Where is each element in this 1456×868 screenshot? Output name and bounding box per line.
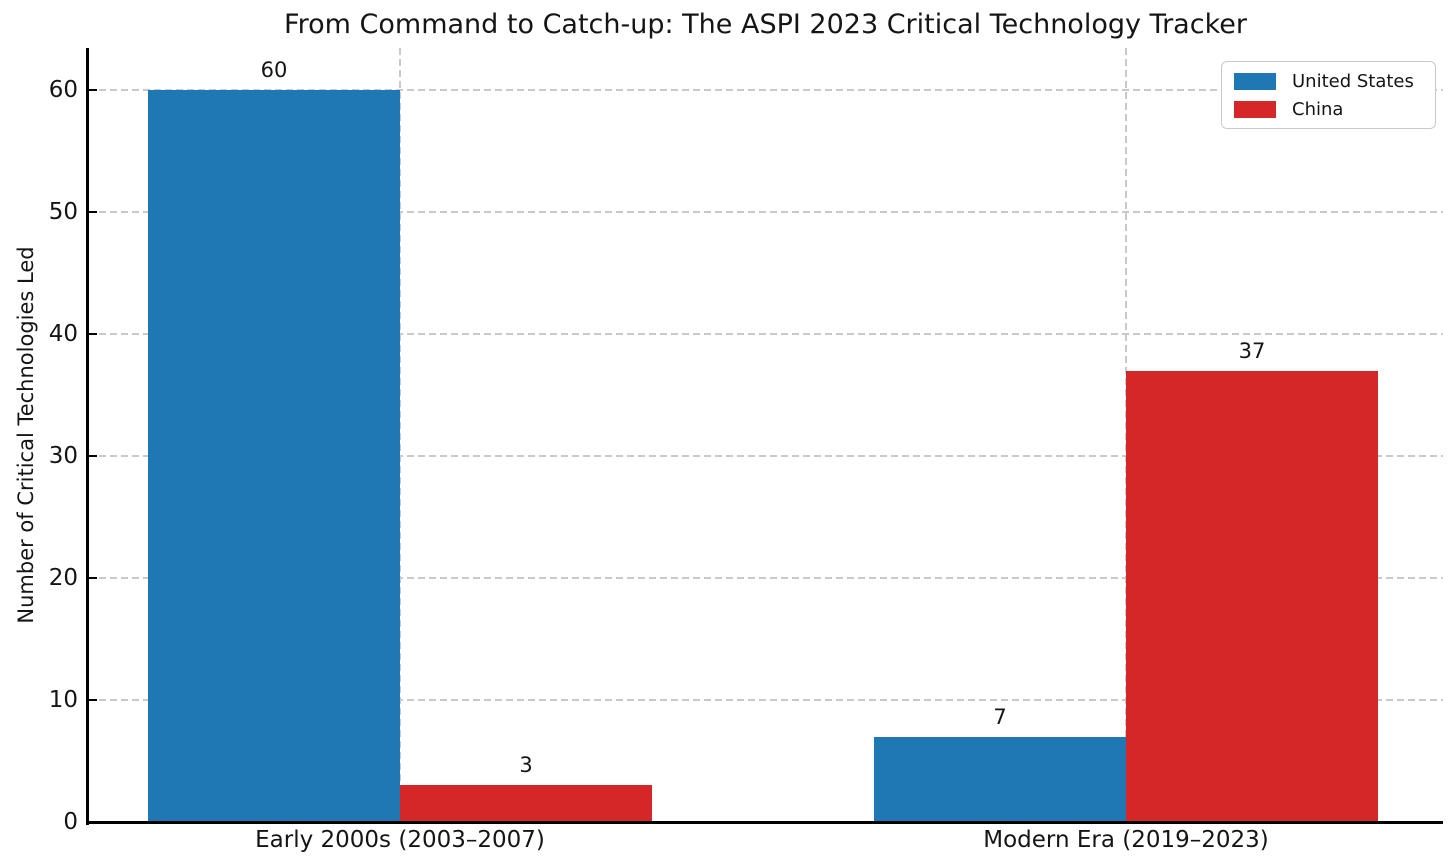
bar-united-states-modern-era-2019-2023- bbox=[874, 736, 1126, 822]
y-tick-label-30: 30 bbox=[48, 443, 78, 469]
y-tick-mark-10 bbox=[88, 699, 97, 701]
bar-china-modern-era-2019-2023- bbox=[1126, 370, 1378, 822]
gridline-x-modern-era-2019-2023- bbox=[1125, 48, 1127, 822]
value-label-china-early-2000s-2003-2007-: 3 bbox=[519, 753, 533, 778]
value-label-united-states-early-2000s-2003-2007-: 60 bbox=[260, 58, 288, 82]
legend-label-china: China bbox=[1292, 98, 1344, 120]
legend: United States China bbox=[1221, 61, 1436, 129]
y-tick-label-10: 10 bbox=[48, 687, 78, 713]
gridline-y-20 bbox=[88, 577, 1443, 579]
legend-label-united-states: United States bbox=[1292, 70, 1414, 92]
gridline-y-60 bbox=[88, 89, 1443, 91]
gridline-y-10 bbox=[88, 699, 1443, 701]
legend-item-united-states: United States bbox=[1234, 71, 1423, 92]
y-tick-mark-50 bbox=[88, 211, 97, 213]
y-tick-label-20: 20 bbox=[48, 565, 78, 591]
gridline-y-50 bbox=[88, 211, 1443, 213]
gridline-y-30 bbox=[88, 455, 1443, 457]
value-label-china-modern-era-2019-2023-: 37 bbox=[1238, 338, 1266, 363]
y-tick-mark-20 bbox=[88, 577, 97, 579]
y-tick-label-40: 40 bbox=[48, 321, 78, 347]
gridline-y-40 bbox=[88, 333, 1443, 335]
value-label-united-states-modern-era-2019-2023-: 7 bbox=[993, 704, 1007, 729]
x-tick-label-modern-era-2019-2023-: Modern Era (2019–2023) bbox=[983, 827, 1269, 853]
y-tick-mark-40 bbox=[88, 333, 97, 335]
chart-title: From Command to Catch-up: The ASPI 2023 … bbox=[284, 9, 1247, 40]
bar-united-states-early-2000s-2003-2007- bbox=[148, 90, 400, 822]
legend-swatch-china bbox=[1234, 100, 1276, 118]
legend-swatch-united-states bbox=[1234, 72, 1276, 90]
plot-area bbox=[88, 48, 1443, 823]
x-tick-label-early-2000s-2003-2007-: Early 2000s (2003–2007) bbox=[255, 827, 545, 853]
y-axis-spine bbox=[86, 48, 89, 825]
y-tick-label-0: 0 bbox=[63, 809, 78, 835]
y-tick-label-60: 60 bbox=[48, 77, 78, 103]
y-tick-label-50: 50 bbox=[48, 199, 78, 225]
legend-item-china: China bbox=[1234, 99, 1423, 120]
bar-china-early-2000s-2003-2007- bbox=[400, 785, 652, 822]
x-axis-spine bbox=[86, 821, 1443, 824]
y-tick-mark-60 bbox=[88, 89, 97, 91]
y-tick-mark-30 bbox=[88, 455, 97, 457]
